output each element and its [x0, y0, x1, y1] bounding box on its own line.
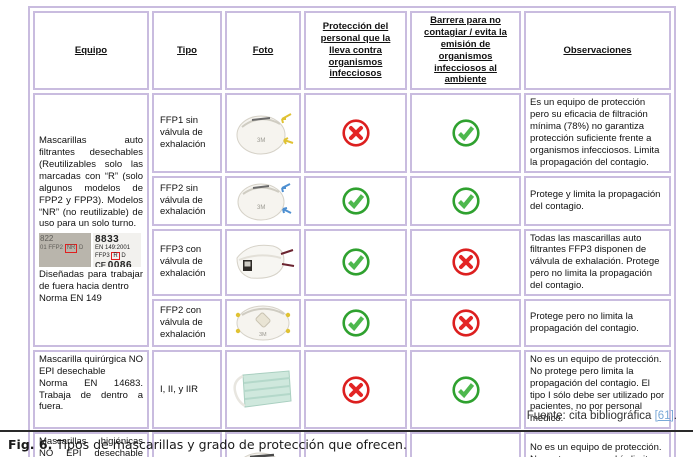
masks-table: Equipo Tipo Foto Protección del personal…: [28, 6, 676, 457]
equipo-autofiltrantes-footer2: Norma EN 149: [39, 293, 102, 304]
observaciones-cell: Protege y limita la propagación del cont…: [524, 175, 671, 226]
source-citation: Fuente: cita bibliográfica [61].: [526, 410, 677, 422]
proteccion-check-icon: [304, 228, 407, 296]
figure-caption: Fig. 6. Tipos de mascarillas y grado de …: [8, 437, 407, 452]
foto-ffp2-mask: 3M: [225, 175, 301, 226]
observaciones-cell: Es un equipo de protección pero su efica…: [524, 93, 671, 173]
caption-divider: [0, 430, 693, 432]
equipo-autofiltrantes-text: Mascarillas auto filtrantes desechables …: [39, 135, 143, 230]
foto-hygienic-mask: [225, 432, 301, 457]
figure-table-wrapper: Equipo Tipo Foto Protección del personal…: [28, 6, 676, 457]
proteccion-cross-icon: [304, 93, 407, 173]
folded-valve-mask-image: [236, 244, 295, 279]
surgical-mask-image: [233, 369, 292, 408]
col-header-foto: Foto: [225, 11, 301, 91]
equipo-quirurgica-cell: Mascarilla quirúrgica NO EPI desechable …: [33, 349, 149, 430]
tipo-cell: FFP2 sin válvula de exhalación: [152, 175, 222, 226]
svg-text:3M: 3M: [257, 205, 265, 211]
svg-text:3M: 3M: [259, 332, 267, 338]
nr-highlight-box: NR: [64, 244, 78, 253]
equipo-higienica-cell: Mascarillas higiénicas NO EPI desechable…: [33, 432, 149, 457]
observaciones-cell: Protege pero no limita la propagación de…: [524, 298, 671, 347]
col-header-tipo: Tipo: [152, 11, 222, 91]
table-row: Mascarilla quirúrgica NO EPI desechable …: [33, 349, 671, 430]
tipo-cell: FFP3 con válvula de exhalación: [152, 228, 222, 296]
barrera-check-question-icon: ?: [410, 432, 521, 457]
col-header-barrera: Barrera para no contagiar / evita la emi…: [410, 11, 521, 91]
observaciones-cell: Todas las mascarillas auto filtrantes FF…: [524, 228, 671, 296]
marking-photo-r: 8833 EN 149:2001 FFP3 R D CE 0086: [93, 233, 141, 268]
cup-mask-image: 3M: [236, 113, 294, 155]
figure-caption-label: Fig. 6.: [8, 437, 53, 452]
col-header-observaciones: Observaciones: [524, 11, 671, 91]
tipo-cell: N.A.: [152, 432, 222, 457]
proteccion-check-icon: [304, 298, 407, 347]
table-row: FFP2 sin válvula de exhalación 3M: [33, 175, 671, 226]
cone-mask-image: [243, 452, 277, 457]
observaciones-cell: No es un equipo de protección. No proteg…: [524, 349, 671, 430]
barrera-check-icon: [410, 175, 521, 226]
barrera-cross-icon: [410, 298, 521, 347]
mask-marking-photos: 822 01 FFP2 NR D 8833 EN 149:2001 FFP3 R…: [39, 233, 143, 268]
table-row: FFP2 con válvula de exhalación 3M: [33, 298, 671, 347]
svg-text:3M: 3M: [257, 138, 265, 144]
barrera-cross-icon: [410, 228, 521, 296]
proteccion-cross-icon: [304, 432, 407, 457]
barrera-check-icon: [410, 349, 521, 430]
proteccion-check-icon: [304, 175, 407, 226]
foto-ffp2-valve-mask: 3M: [225, 298, 301, 347]
barrera-check-icon: [410, 93, 521, 173]
tipo-cell: FFP1 sin válvula de exhalación: [152, 93, 222, 173]
header-row: Equipo Tipo Foto Protección del personal…: [33, 11, 671, 91]
cup-mask-image: 3M: [237, 182, 292, 220]
proteccion-cross-icon: [304, 349, 407, 430]
equipo-autofiltrantes-cell: Mascarillas auto filtrantes desechables …: [33, 93, 149, 347]
r-highlight-box: R: [111, 251, 120, 261]
tipo-cell: I, II, y IIR: [152, 349, 222, 430]
foto-ffp1-mask: 3M: [225, 93, 301, 173]
figure-caption-text: Tipos de mascarillas y grado de protecci…: [52, 437, 407, 452]
marking-photo-nr: 822 01 FFP2 NR D: [39, 233, 91, 268]
observaciones-cell: No es un equipo de protección. No proteg…: [524, 432, 671, 457]
equipo-autofiltrantes-footer1: Diseñadas para trabajar de fuera hacia d…: [39, 269, 143, 293]
table-row: Mascarillas auto filtrantes desechables …: [33, 93, 671, 347]
table-row: FFP3 con válvula de exhalación: [33, 228, 671, 296]
foto-ffp3-mask: [225, 228, 301, 296]
col-header-proteccion: Protección del personal que la lleva con…: [304, 11, 407, 91]
table-row: Mascarillas higiénicas NO EPI desechable…: [33, 432, 671, 457]
citation-link[interactable]: [61]: [654, 410, 674, 422]
tipo-cell: FFP2 con válvula de exhalación: [152, 298, 222, 347]
col-header-equipo: Equipo: [33, 11, 149, 91]
foto-surgical-mask: [225, 349, 301, 430]
cup-valve-mask-image: 3M: [235, 305, 291, 341]
